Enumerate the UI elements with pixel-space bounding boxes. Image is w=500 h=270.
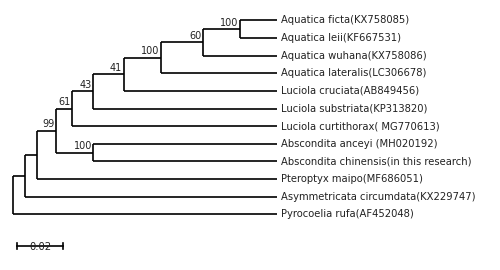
Text: Pyrocoelia rufa(AF452048): Pyrocoelia rufa(AF452048) bbox=[280, 209, 413, 219]
Text: Aquatica leii(KF667531): Aquatica leii(KF667531) bbox=[280, 33, 400, 43]
Text: 0.02: 0.02 bbox=[29, 242, 51, 252]
Text: Abscondita anceyi (MH020192): Abscondita anceyi (MH020192) bbox=[280, 139, 437, 149]
Text: 43: 43 bbox=[80, 80, 92, 90]
Text: Aquatica wuhana(KX758086): Aquatica wuhana(KX758086) bbox=[280, 51, 426, 61]
Text: 99: 99 bbox=[42, 119, 55, 129]
Text: 61: 61 bbox=[59, 97, 71, 107]
Text: 100: 100 bbox=[74, 141, 92, 151]
Text: Aquatica lateralis(LC306678): Aquatica lateralis(LC306678) bbox=[280, 68, 426, 78]
Text: Luciola cruciata(AB849456): Luciola cruciata(AB849456) bbox=[280, 86, 419, 96]
Text: Abscondita chinensis(in this research): Abscondita chinensis(in this research) bbox=[280, 156, 471, 166]
Text: 60: 60 bbox=[189, 31, 201, 41]
Text: 100: 100 bbox=[141, 46, 160, 56]
Text: 41: 41 bbox=[110, 63, 122, 73]
Text: Aquatica ficta(KX758085): Aquatica ficta(KX758085) bbox=[280, 15, 409, 25]
Text: 100: 100 bbox=[220, 18, 238, 28]
Text: Luciola substriata(KP313820): Luciola substriata(KP313820) bbox=[280, 104, 427, 114]
Text: Pteroptyx maipo(MF686051): Pteroptyx maipo(MF686051) bbox=[280, 174, 422, 184]
Text: Luciola curtithorax( MG770613): Luciola curtithorax( MG770613) bbox=[280, 121, 440, 131]
Text: Asymmetricata circumdata(KX229747): Asymmetricata circumdata(KX229747) bbox=[280, 192, 475, 202]
